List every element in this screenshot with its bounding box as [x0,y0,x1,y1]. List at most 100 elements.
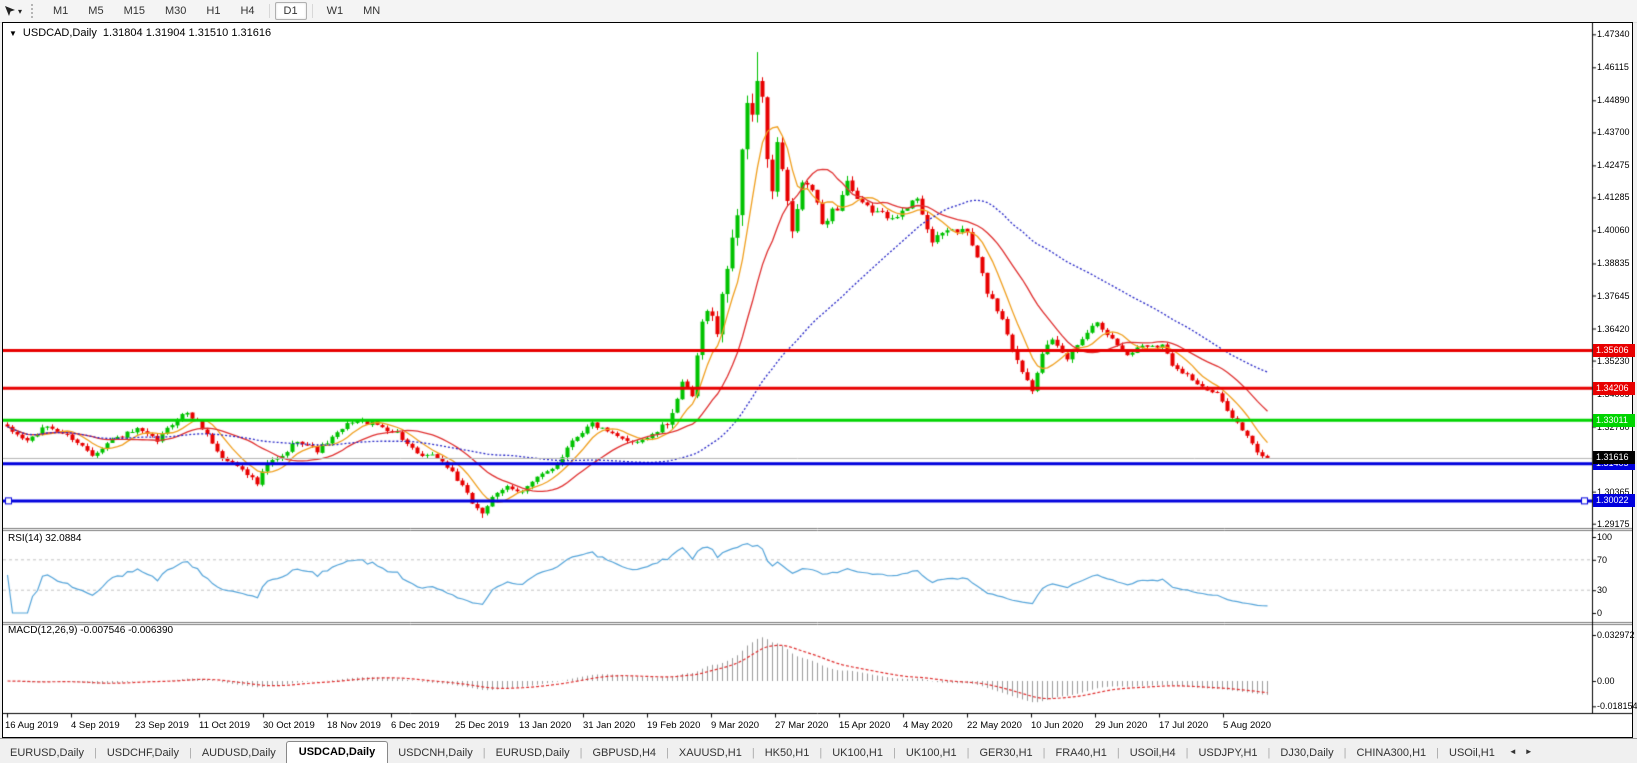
price-axis-label: 1.47340 [1597,29,1630,40]
date-label: 6 Dec 2019 [391,720,440,731]
chart-tab-hk50-h1[interactable]: HK50,H1 [764,747,810,759]
chart-tab-uk100-h1[interactable]: UK100,H1 [905,747,957,759]
date-label: 11 Oct 2019 [199,720,251,731]
price-axis-label: 1.36420 [1597,323,1630,334]
chart-tab-usdcad-daily[interactable]: USDCAD,Daily [285,741,389,763]
price-axis-label: 1.37645 [1597,290,1630,301]
chart-ohlc-values: 1.31804 1.31904 1.31510 1.31616 [102,27,272,39]
date-label: 23 Sep 2019 [135,720,189,731]
tab-separator: | [482,747,486,759]
toolbar-separator [268,4,270,18]
price-axis-label: 1.46115 [1597,62,1629,73]
chart-tab-fra40-h1[interactable]: FRA40,H1 [1055,747,1107,759]
chart-tab-usdjpy-h1[interactable]: USDJPY,H1 [1198,747,1258,759]
chart-tab-audusd-daily[interactable]: AUDUSD,Daily [201,747,276,759]
date-label: 4 May 2020 [903,720,953,731]
date-label: 16 Aug 2019 [5,720,59,731]
date-label: 18 Nov 2019 [327,720,381,731]
rsi-axis-label: 100 [1597,532,1613,542]
date-label: 25 Dec 2019 [455,720,509,731]
price-axis-label: 1.40060 [1597,225,1630,236]
collapse-caret-icon[interactable]: ▼ [9,28,17,38]
chart-tab-gbpusd-h4[interactable]: GBPUSD,H4 [592,747,657,759]
chart-tab-xauusd-h1[interactable]: XAUUSD,H1 [678,747,742,759]
current-price-badge: 1.31616 [1593,451,1635,465]
date-label: 29 Jun 2020 [1095,720,1148,731]
tab-separator: | [188,747,192,759]
hline-price-badge: 1.33011 [1593,413,1635,427]
tab-scroll-right-icon[interactable]: ► [1524,747,1533,756]
tab-separator: | [666,747,669,759]
hline-price-badge: 1.35606 [1593,343,1635,357]
timeframe-button-m30[interactable]: M30 [164,5,187,17]
hline-price-badge: 1.34206 [1593,381,1635,395]
date-label: 22 May 2020 [967,720,1022,731]
date-label: 27 Mar 2020 [775,720,829,731]
chart-tab-eurusd-daily[interactable]: EURUSD,Daily [10,747,84,759]
chart-tab-usdchf-daily[interactable]: USDCHF,Daily [106,747,179,759]
chart-tab-uk100-h1[interactable]: UK100,H1 [832,747,883,759]
date-label: 10 Jun 2020 [1031,720,1084,731]
tab-separator: | [1267,747,1271,759]
price-axis-label: 1.42475 [1597,160,1630,171]
chart-tab-dj30-daily[interactable]: DJ30,Daily [1280,747,1334,759]
chart-tab-eurusd-daily[interactable]: EURUSD,Daily [495,747,570,759]
timeframe-button-m1[interactable]: M1 [53,5,69,17]
tab-separator: | [1185,747,1189,759]
macd-axis-label: -0.018154 [1597,701,1637,712]
macd-indicator-label: MACD(12,26,9) -0.007546 -0.006390 [8,625,174,636]
price-axis-label: 1.38835 [1597,258,1630,269]
tab-separator: | [892,747,896,759]
price-axis-label: 1.41285 [1597,192,1630,203]
toolbar-grip[interactable] [31,4,38,18]
date-label: 31 Jan 2020 [583,720,636,731]
date-label: 19 Feb 2020 [647,720,701,731]
date-label: 4 Sep 2019 [71,720,120,731]
timeframe-button-m5[interactable]: M5 [88,5,104,17]
toolbar-dropdown-caret[interactable]: ▾ [18,6,23,16]
timeframe-button-mn[interactable]: MN [363,5,381,17]
timeframe-button-m15[interactable]: M15 [123,5,145,17]
timeframe-button-w1[interactable]: W1 [326,5,344,17]
toolbar-separator [311,4,313,18]
rsi-axis-label: 70 [1597,554,1608,565]
tab-separator: | [93,747,97,759]
price-chart-canvas[interactable] [3,23,1632,735]
price-axis-label: 1.30365 [1597,486,1630,497]
chart-tab-bar: EURUSD,Daily | USDCHF,Daily | AUDUSD,Daily US… [0,738,1637,763]
rsi-axis-label: 30 [1597,585,1608,596]
chart-tab-china300-h1[interactable]: CHINA300,H1 [1356,747,1427,759]
tab-separator: | [751,747,755,759]
tab-separator: | [1042,747,1046,759]
chart-window: ▼ USDCAD,Daily 1.31804 1.31904 1.31510 1… [2,22,1637,738]
chart-title: ▼ USDCAD,Daily 1.31804 1.31904 1.31510 1… [9,27,271,39]
price-axis-label: 1.44890 [1597,95,1630,106]
date-label: 30 Oct 2019 [263,720,315,731]
date-label: 13 Jan 2020 [519,720,572,731]
hline-price-badge: 1.30022 [1593,494,1635,508]
timeframe-toolbar: ▾ M1 M5 M15 M30 H1 H4 D1 W1 MN [0,0,1637,23]
tab-separator: | [579,747,583,759]
timeframe-button-h1[interactable]: H1 [206,5,221,17]
rsi-indicator-label: RSI(14) 32.0884 [8,533,82,544]
tab-separator: | [966,747,970,759]
cursor-tool-icon[interactable] [2,3,18,19]
tab-scroll-left-icon[interactable]: ◄ [1508,747,1517,756]
chart-symbol-period: USDCAD,Daily [22,27,97,39]
date-label: 15 Apr 2020 [839,720,891,731]
tab-separator: | [1343,747,1347,759]
date-label: 17 Jul 2020 [1159,720,1209,731]
timeframe-buttons: M1 M5 M15 M30 H1 H4 D1 W1 MN [43,2,390,20]
price-axis-label: 1.29175 [1597,518,1630,529]
date-label: 9 Mar 2020 [711,720,760,731]
chart-tab-usoil-h1[interactable]: USOil,H1 [1449,747,1495,759]
chart-tab-usoil-h4[interactable]: USOil,H4 [1129,747,1176,759]
rsi-axis-label: 0 [1597,608,1603,618]
chart-tab-ger30-h1[interactable]: GER30,H1 [979,747,1033,759]
date-label: 5 Aug 2020 [1223,720,1272,731]
tab-separator: | [1436,747,1440,759]
timeframe-button-h4[interactable]: H4 [240,5,255,17]
timeframe-button-d1[interactable]: D1 [274,2,307,20]
chart-tab-usdcnh-daily[interactable]: USDCNH,Daily [398,747,473,759]
price-axis-label: 1.35230 [1597,355,1630,366]
